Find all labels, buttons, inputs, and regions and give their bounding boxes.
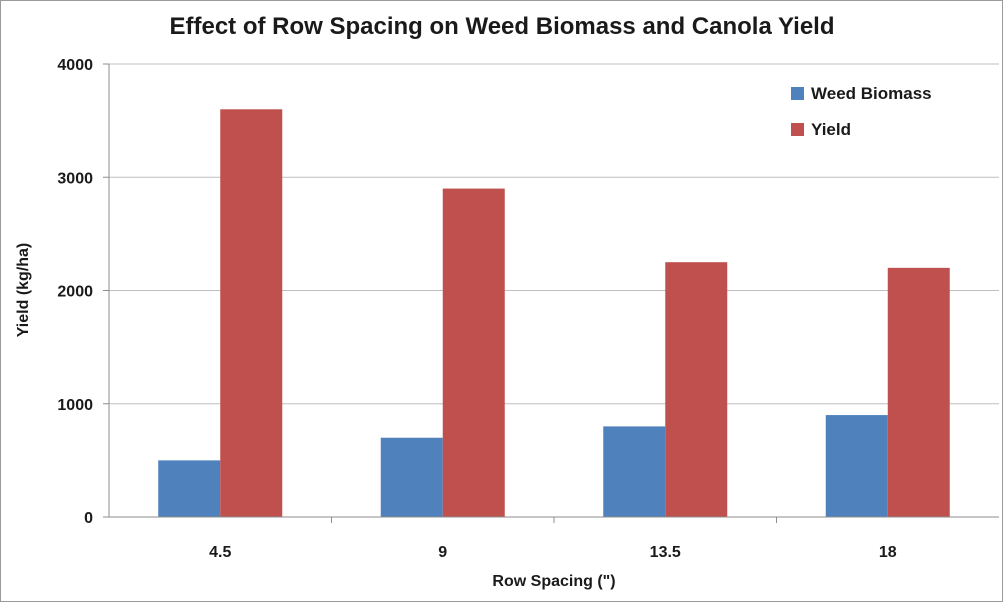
y-tick-label: 4000 <box>57 57 93 74</box>
y-tick-label: 0 <box>84 510 93 527</box>
axes <box>103 63 999 523</box>
bar-weed-biomass <box>380 437 443 517</box>
x-tick-label: 18 <box>879 544 897 561</box>
legend-swatch <box>791 123 804 136</box>
legend-swatch <box>791 87 804 100</box>
bar-weed-biomass <box>603 426 666 517</box>
y-axis-title: Yield (kg/ha) <box>15 243 32 338</box>
legend: Weed Biomass Yield <box>791 84 932 139</box>
tick-labels: 0 1000 2000 3000 4000 4.5 9 13.5 18 <box>57 57 896 561</box>
x-tick-label: 4.5 <box>209 544 231 561</box>
x-tick-label: 9 <box>438 544 447 561</box>
legend-label: Weed Biomass <box>811 84 932 103</box>
x-tick-label: 13.5 <box>650 544 681 561</box>
bars <box>158 109 950 518</box>
x-axis-title: Row Spacing (") <box>492 573 615 590</box>
bar-weed-biomass <box>825 415 888 517</box>
bar-yield <box>665 262 728 517</box>
bar-yield <box>887 267 950 517</box>
bar-yield <box>442 188 505 517</box>
bar-weed-biomass <box>158 460 221 517</box>
chart-title: Effect of Row Spacing on Weed Biomass an… <box>169 13 834 40</box>
legend-label: Yield <box>811 120 851 139</box>
y-tick-label: 1000 <box>57 397 93 414</box>
y-tick-label: 3000 <box>57 170 93 187</box>
bar-yield <box>220 109 283 518</box>
y-tick-label: 2000 <box>57 284 93 301</box>
